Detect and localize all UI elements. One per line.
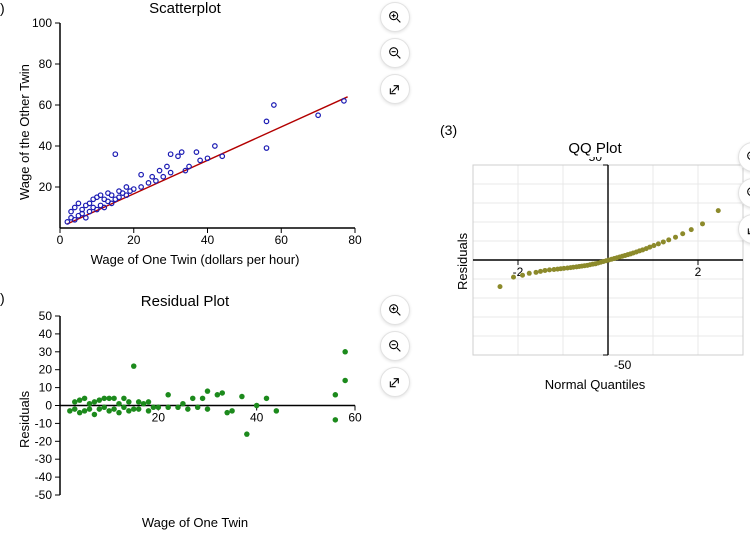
svg-text:50: 50: [589, 157, 603, 164]
svg-text:60: 60: [275, 233, 289, 247]
zoom-out-icon: [387, 338, 403, 354]
svg-text:-30: -30: [35, 452, 53, 466]
qq-toolbar: [738, 142, 750, 244]
svg-text:40: 40: [201, 233, 215, 247]
zoom-out-button[interactable]: [738, 178, 750, 208]
svg-text:20: 20: [127, 233, 141, 247]
scatterplot-panel: Scatterplot Wage of the Other Twin 0 20 40…: [5, 0, 375, 267]
zoom-in-button[interactable]: [738, 142, 750, 172]
svg-text:80: 80: [348, 233, 362, 247]
residual-toolbar: [380, 295, 410, 397]
scatterplot-toolbar: [380, 2, 410, 104]
zoom-out-icon: [745, 185, 750, 201]
svg-text:60: 60: [39, 98, 53, 112]
scatterplot-title: Scatterplot: [45, 0, 325, 17]
open-external-button[interactable]: [380, 367, 410, 397]
open-external-button[interactable]: [738, 214, 750, 244]
scatterplot-xlabel: Wage of One Twin (dollars per hour): [45, 252, 345, 267]
residual-panel: Residual Plot Residuals 20 40 60 -50 -40 -30 -…: [5, 293, 375, 530]
scatterplot-ylabel: Wage of the Other Twin: [17, 64, 32, 200]
svg-text:40: 40: [39, 327, 53, 341]
svg-text:20: 20: [39, 363, 53, 377]
residual-ylabel: Residuals: [17, 391, 32, 448]
scatterplot-chart: 0 20 40 60 80 20 40 60 80 100: [5, 17, 365, 252]
open-external-button[interactable]: [380, 74, 410, 104]
svg-text:-10: -10: [35, 416, 53, 430]
zoom-in-icon: [387, 302, 403, 318]
residual-chart: 20 40 60 -50 -40 -30 -20 -10 0 10 20 30 40 50: [5, 310, 365, 515]
zoom-out-button[interactable]: [380, 38, 410, 68]
svg-text:-50: -50: [35, 488, 53, 502]
zoom-in-button[interactable]: [380, 295, 410, 325]
panel-index-2: ): [0, 290, 5, 306]
svg-text:0: 0: [45, 399, 52, 413]
zoom-out-button[interactable]: [380, 331, 410, 361]
svg-text:80: 80: [39, 57, 53, 71]
qq-xlabel: Normal Quantiles: [465, 377, 725, 392]
svg-text:-50: -50: [614, 358, 632, 372]
svg-text:10: 10: [39, 381, 53, 395]
zoom-in-icon: [745, 149, 750, 165]
open-external-icon: [745, 221, 750, 237]
open-external-icon: [387, 81, 403, 97]
svg-text:0: 0: [57, 233, 64, 247]
open-external-icon: [387, 374, 403, 390]
svg-text:60: 60: [348, 411, 362, 425]
residual-xlabel: Wage of One Twin: [45, 515, 345, 530]
qq-ylabel: Residuals: [455, 233, 470, 290]
zoom-in-button[interactable]: [380, 2, 410, 32]
zoom-in-icon: [387, 9, 403, 25]
svg-text:-40: -40: [35, 470, 53, 484]
svg-text:40: 40: [39, 139, 53, 153]
panel-index-3: (3): [440, 122, 457, 138]
zoom-out-icon: [387, 45, 403, 61]
qq-title: QQ Plot: [465, 140, 725, 157]
qq-panel: QQ Plot Residuals -22-5050 Normal Quanti…: [445, 140, 745, 392]
qq-chart: -22-5050: [445, 157, 745, 377]
svg-text:20: 20: [39, 180, 53, 194]
svg-text:100: 100: [32, 17, 52, 30]
svg-text:2: 2: [695, 265, 702, 279]
svg-text:40: 40: [250, 411, 264, 425]
svg-text:20: 20: [152, 411, 166, 425]
panel-index-1: ): [0, 0, 5, 16]
svg-text:50: 50: [39, 310, 53, 323]
svg-text:-20: -20: [35, 434, 53, 448]
residual-title: Residual Plot: [45, 293, 325, 310]
svg-text:30: 30: [39, 345, 53, 359]
